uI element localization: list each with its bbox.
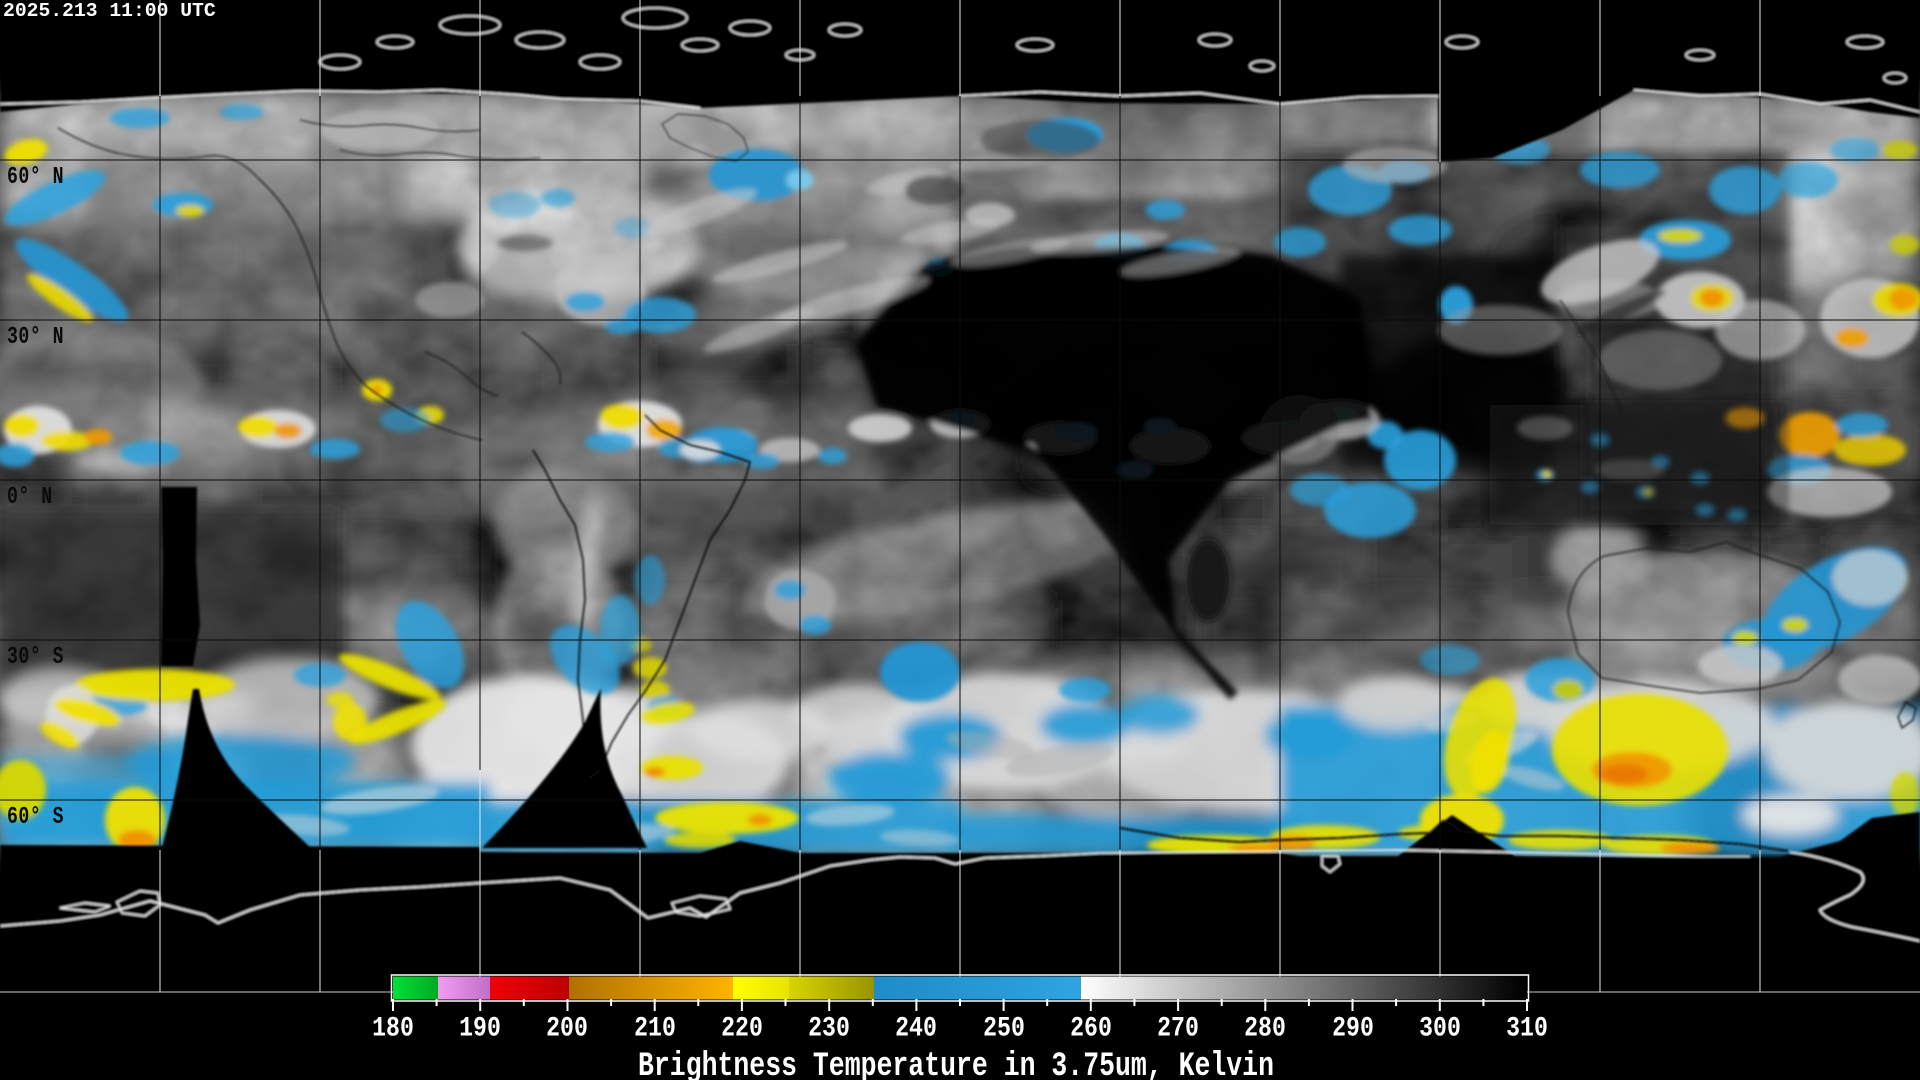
svg-text:280: 280 — [1244, 1013, 1286, 1044]
svg-text:60° N: 60° N — [7, 164, 64, 191]
svg-text:220: 220 — [721, 1013, 763, 1044]
svg-text:270: 270 — [1157, 1013, 1199, 1044]
svg-text:230: 230 — [808, 1013, 850, 1044]
svg-text:250: 250 — [983, 1013, 1025, 1044]
svg-text:60° S: 60° S — [7, 804, 64, 831]
svg-text:310: 310 — [1506, 1013, 1548, 1044]
svg-text:30° N: 30° N — [7, 324, 64, 351]
svg-text:290: 290 — [1332, 1013, 1374, 1044]
svg-text:300: 300 — [1419, 1013, 1461, 1044]
svg-text:200: 200 — [546, 1013, 588, 1044]
svg-text:180: 180 — [372, 1013, 414, 1044]
svg-text:240: 240 — [895, 1013, 937, 1044]
svg-text:2025.213 11:00 UTC: 2025.213 11:00 UTC — [3, 0, 216, 22]
svg-text:Brightness Temperature in 3.75: Brightness Temperature in 3.75um, Kelvin — [638, 1048, 1274, 1080]
svg-text:210: 210 — [634, 1013, 676, 1044]
svg-text:0° N: 0° N — [7, 484, 53, 511]
svg-text:260: 260 — [1070, 1013, 1112, 1044]
svg-text:190: 190 — [459, 1013, 501, 1044]
svg-text:30° S: 30° S — [7, 644, 64, 671]
